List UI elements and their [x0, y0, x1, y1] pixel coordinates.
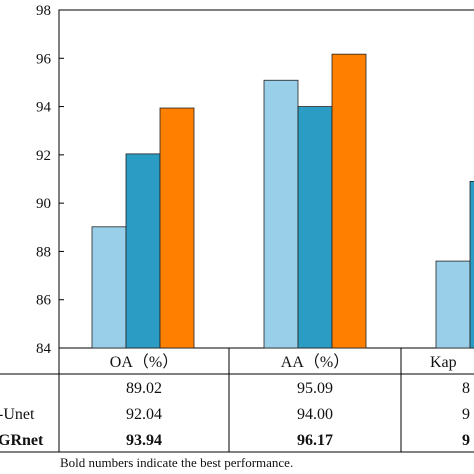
table-cell: 8 — [462, 380, 470, 397]
y-tick-label: 84 — [36, 341, 52, 357]
table-cell: 9 — [462, 406, 470, 423]
table-cell: 9 — [462, 432, 470, 449]
table-row-label: GRnet — [0, 432, 44, 449]
x-category-label: Kap — [430, 354, 457, 371]
bar — [469, 181, 474, 349]
bar — [435, 260, 471, 349]
y-tick-label: 98 — [36, 3, 51, 19]
y-tick-label: 88 — [36, 244, 51, 260]
chart-caption: Bold numbers indicate the best performan… — [60, 455, 294, 470]
bar — [331, 53, 367, 349]
table-cell: 95.09 — [297, 380, 333, 397]
bar — [125, 153, 161, 349]
y-tick-label: 94 — [36, 100, 52, 116]
table-row-label: -Unet — [0, 406, 35, 423]
x-category-label: AA（%） — [281, 353, 349, 371]
table-cell: 89.02 — [126, 380, 162, 397]
x-category-label: OA（%） — [110, 353, 178, 371]
bar — [159, 107, 195, 349]
table-cell: 96.17 — [297, 432, 333, 449]
y-tick-label: 96 — [36, 51, 52, 67]
table-cell: 94.00 — [297, 406, 333, 423]
bar — [91, 226, 127, 349]
y-tick-label: 90 — [36, 196, 51, 212]
bar — [263, 79, 299, 349]
table-cell: 93.94 — [126, 432, 162, 449]
bar — [297, 106, 333, 349]
y-tick-label: 86 — [36, 293, 52, 309]
y-tick-label: 92 — [36, 148, 51, 164]
table-cell: 92.04 — [126, 406, 162, 423]
